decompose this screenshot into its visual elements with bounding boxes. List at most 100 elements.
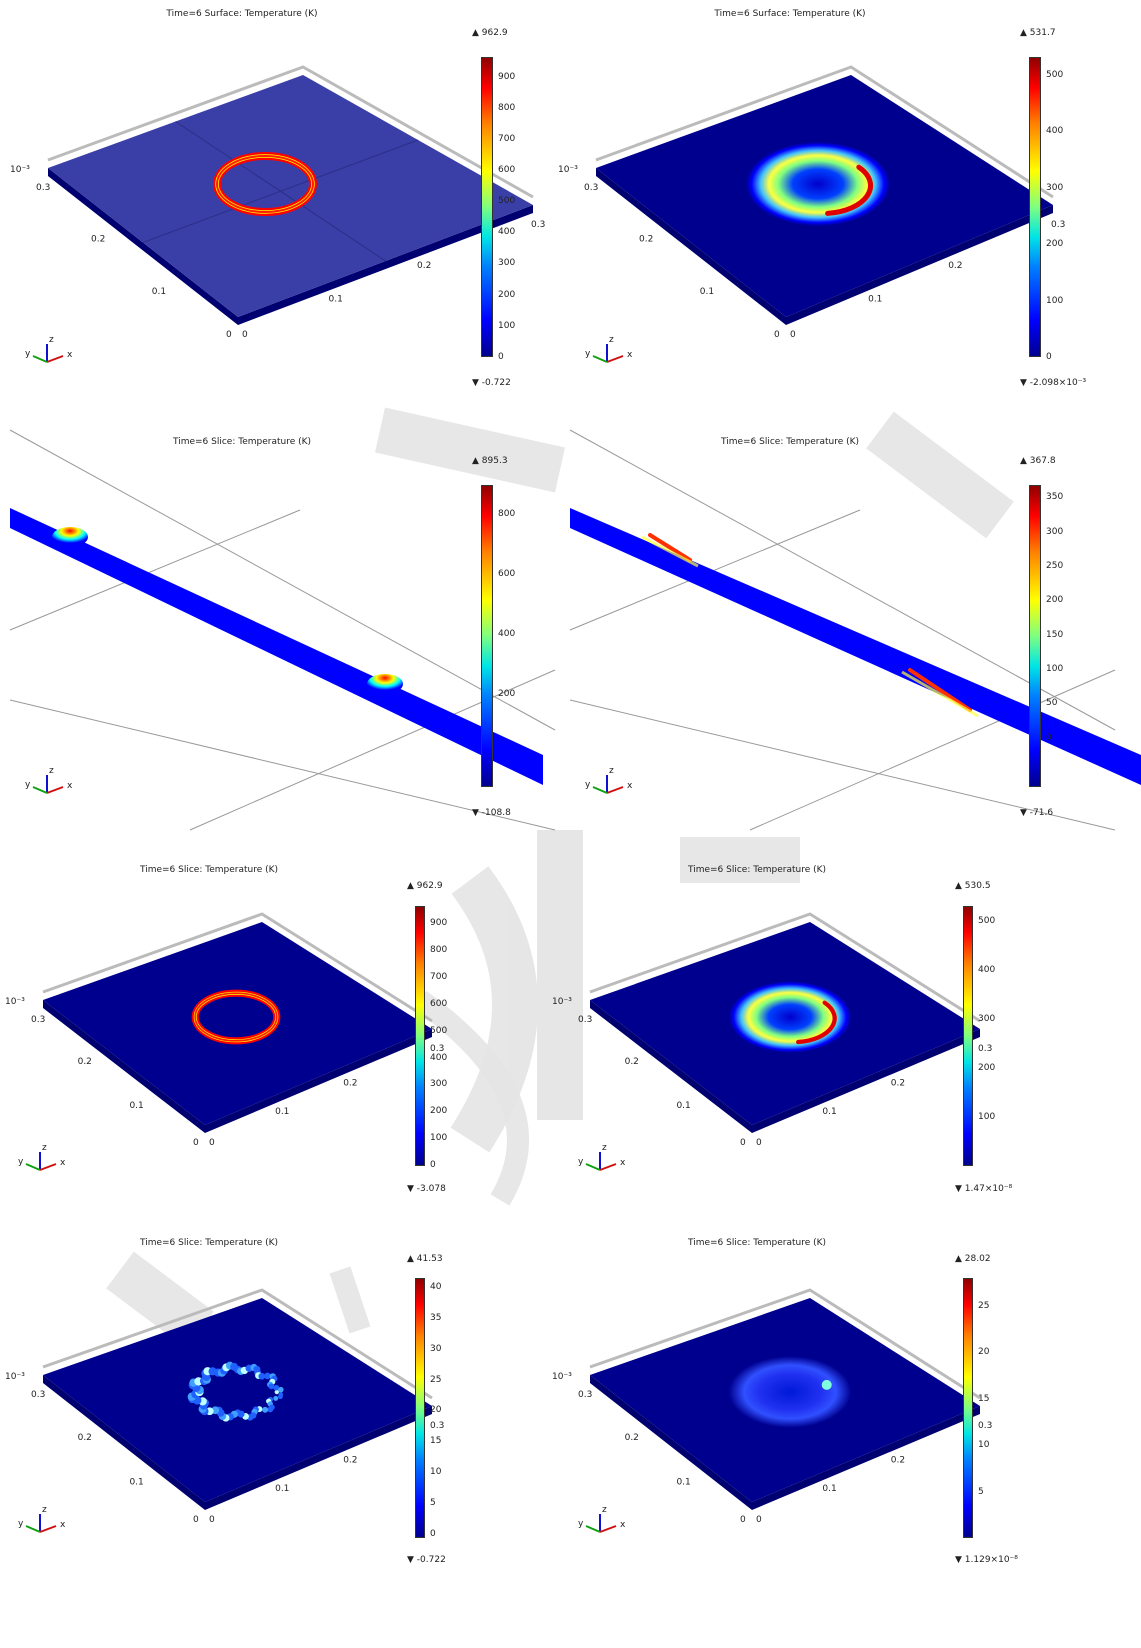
axis-tick-label: 0.3 — [430, 1421, 444, 1431]
colorbar-tick-label: 700 — [430, 971, 448, 982]
colorbar-tick-label: 400 — [978, 964, 996, 975]
axis-x-label: x — [67, 350, 73, 360]
plate-edge — [596, 168, 1053, 325]
axis-y-arrow — [585, 1163, 601, 1171]
axis-tick-label: 0.2 — [78, 1433, 92, 1443]
axis-triad: z x y — [25, 766, 73, 794]
axis-tick-label: 0.1 — [129, 1477, 143, 1487]
axis-tick-label: 0.2 — [891, 1455, 905, 1465]
hot-arc — [796, 1000, 837, 1045]
axis-x-arrow — [599, 1163, 617, 1171]
colorbar-tick-label: 800 — [498, 102, 516, 113]
axis-x-arrow — [606, 786, 624, 794]
colorbar-min-label: ▼ 1.47×10⁻⁸ — [955, 1184, 1013, 1194]
axis-x-label: x — [67, 781, 73, 791]
axis-tick-label: 0.3 — [584, 183, 598, 193]
axis-x-arrow — [39, 1525, 57, 1533]
colorbar-tick-label: 100 — [430, 1133, 448, 1144]
axis-tick-label: 0 — [209, 1515, 215, 1525]
colorbar-tick-label: 200 — [498, 689, 516, 700]
plot-box-frame — [589, 912, 981, 1023]
axis-tick-label: 10⁻³ — [5, 997, 25, 1007]
axis-tick-label: 0.2 — [639, 235, 653, 245]
axis-y-arrow — [592, 355, 608, 363]
plate-edge — [48, 168, 533, 325]
colorbar-tick-label: 35 — [430, 1313, 442, 1324]
grid-line — [569, 429, 1116, 731]
axis-z-label: z — [42, 1143, 47, 1153]
colorbar-tick-label: 400 — [498, 628, 516, 639]
hot-spot — [52, 527, 88, 547]
temperature-ring — [728, 1356, 852, 1428]
temperature-speckle — [278, 1394, 283, 1400]
axis-triad: z x y — [18, 1143, 66, 1171]
slice-strip — [570, 508, 1141, 785]
axis-tick-label: 10⁻³ — [558, 165, 578, 175]
slice-strip — [10, 508, 543, 785]
axis-tick-label: 0 — [740, 1515, 746, 1525]
axis-tick-label: 0.2 — [343, 1078, 357, 1088]
plate-surface — [43, 1298, 432, 1502]
colorbar-tick-label: 5 — [978, 1486, 984, 1497]
axis-tick-label: 0.3 — [578, 1015, 592, 1025]
colorbar-tick-label: 500 — [430, 1025, 448, 1036]
colorbar-tick-label: 150 — [1046, 629, 1064, 640]
plot-box-frame — [42, 1288, 433, 1400]
colorbar-max-label: ▲ 962.9 — [407, 881, 443, 891]
colorbar-tick-label: 800 — [430, 944, 448, 955]
axis-tick-label: 0 — [790, 330, 796, 340]
axis-tick-label: 0.1 — [700, 287, 714, 297]
axis-tick-label: 0.1 — [275, 1107, 289, 1117]
axis-z-label: z — [49, 335, 54, 345]
colorbar-min-label: ▼ -71.6 — [1020, 808, 1054, 818]
colorbar-tick-label: 30 — [430, 1343, 442, 1354]
axis-tick-label: 0 — [242, 330, 248, 340]
axis-tick-label: 0.2 — [891, 1078, 905, 1088]
colorbar-tick-label: 15 — [978, 1393, 990, 1404]
axis-y-label: y — [585, 349, 591, 359]
axis-tick-label: 10⁻³ — [10, 165, 30, 175]
warm-streak — [901, 670, 979, 718]
axis-tick-label: 0.2 — [625, 1433, 639, 1443]
axis-z-label: z — [602, 1505, 607, 1515]
axis-y-label: y — [18, 1519, 24, 1529]
colorbar-tick-label: 25 — [430, 1374, 442, 1385]
axis-tick-label: 0.1 — [129, 1101, 143, 1111]
colorbar-tick-label: 20 — [430, 1405, 442, 1416]
axis-tick-label: 0.3 — [578, 1390, 592, 1400]
colorbar-tick-label: 100 — [978, 1111, 996, 1122]
colorbar-tick-label: 200 — [1046, 595, 1064, 606]
colorbar-tick-label: 100 — [1046, 664, 1064, 675]
colorbar-tick-label: 10 — [430, 1467, 442, 1478]
grid-line — [569, 509, 861, 631]
colorbar — [963, 1278, 973, 1538]
plot-title: Time=6 Slice: Temperature (K) — [720, 437, 860, 447]
axis-tick-label: 0.3 — [978, 1421, 992, 1431]
colorbar-max-label: ▲ 41.53 — [407, 1254, 443, 1264]
axis-tick-label: 0.1 — [676, 1101, 690, 1111]
colorbar-max-label: ▲ 530.5 — [955, 881, 991, 891]
warm-streak — [641, 535, 699, 568]
axis-y-arrow — [32, 355, 48, 363]
axis-tick-label: 0.3 — [1051, 220, 1065, 230]
axis-y-arrow — [25, 1525, 41, 1533]
colorbar-tick-label: 500 — [498, 196, 516, 207]
temperature-speckle — [267, 1406, 274, 1413]
axis-tick-label: 0.3 — [31, 1390, 45, 1400]
colorbar-tick-label: 25 — [978, 1301, 990, 1312]
axis-x-arrow — [599, 1525, 617, 1533]
hot-streak — [648, 533, 692, 562]
colorbar-max-label: ▲ 895.3 — [472, 456, 508, 466]
colorbar-tick-label: 10 — [978, 1440, 990, 1451]
colorbar-min-label: ▼ -0.722 — [472, 378, 511, 388]
plot-box-frame — [42, 912, 433, 1023]
temperature-speckle — [273, 1395, 279, 1401]
colorbar-min-label: ▼ -3.078 — [407, 1184, 446, 1194]
colorbar-max-label: ▲ 962.9 — [472, 28, 508, 38]
temperature-speckle — [264, 1372, 271, 1380]
axis-tick-label: 0.3 — [31, 1015, 45, 1025]
plot-title: Time=6 Slice: Temperature (K) — [139, 865, 279, 875]
axis-tick-label: 10⁻³ — [5, 1372, 25, 1382]
